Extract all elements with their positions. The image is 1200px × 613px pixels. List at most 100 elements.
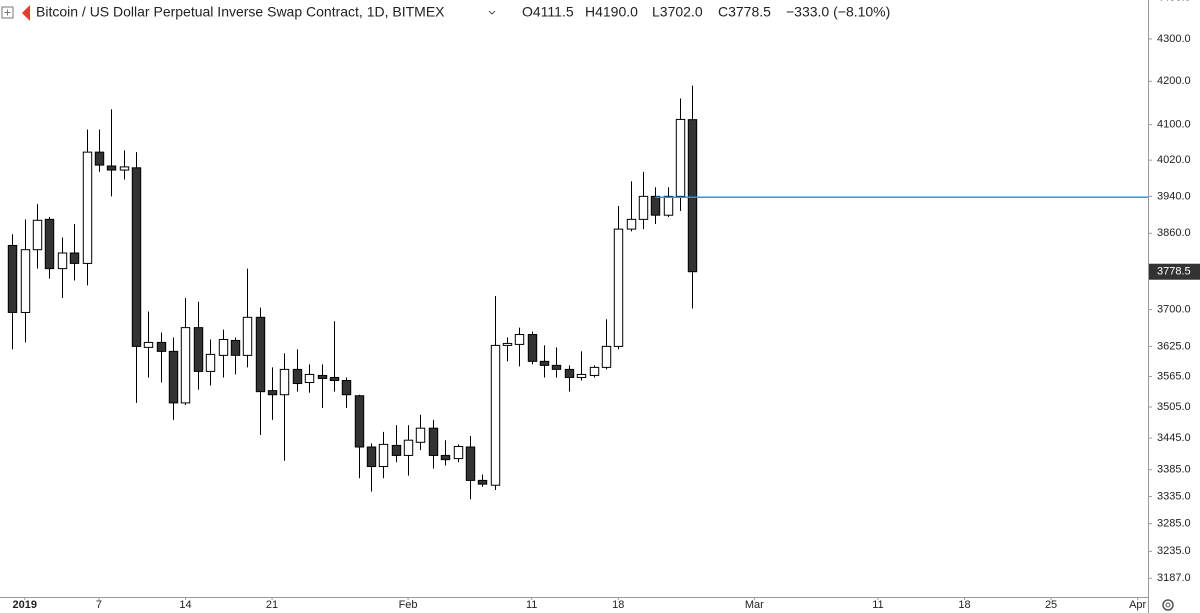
x-tick-label: 11 <box>526 599 537 611</box>
y-tick-label: 3235.0 <box>1157 545 1191 557</box>
candle-body <box>465 446 476 481</box>
candle-body <box>156 341 167 352</box>
x-tick-label: 21 <box>266 599 278 611</box>
x-tick-label: 7 <box>96 599 102 611</box>
dropdown-chevron[interactable] <box>488 10 496 15</box>
x-tick-label: 14 <box>179 599 191 611</box>
candle-body <box>131 167 142 347</box>
header: Bitcoin / US Dollar Perpetual Inverse Sw… <box>1 4 890 21</box>
candle-body <box>304 373 315 384</box>
candle-body <box>687 119 698 273</box>
ohlc-change: −333.0 (−8.10%) <box>786 4 890 20</box>
candle-body <box>341 379 352 396</box>
settings-icon[interactable] <box>1162 599 1174 611</box>
candle-body <box>279 368 290 396</box>
ohlc-high: H4190.0 <box>585 4 638 20</box>
candle-body <box>477 479 488 485</box>
candle-body <box>440 454 451 461</box>
ohlc-open: O4111.5 <box>522 4 574 20</box>
collapse-icon[interactable] <box>1 6 14 19</box>
candle-body <box>119 166 130 171</box>
candle-body <box>415 427 426 443</box>
candle-body <box>218 338 229 356</box>
candle-body <box>539 360 550 366</box>
y-tick-label: 3505.0 <box>1157 401 1191 413</box>
candle-body <box>69 252 80 264</box>
symbol-title[interactable]: Bitcoin / US Dollar Perpetual Inverse Sw… <box>36 4 445 20</box>
x-tick-label: Mar <box>745 599 764 611</box>
candle-body <box>32 219 43 251</box>
candle-body <box>514 334 525 345</box>
candle-body <box>564 368 575 378</box>
x-tick-label: Feb <box>399 599 418 611</box>
y-tick-label: 4100.0 <box>1157 119 1191 131</box>
candle-body <box>626 218 637 230</box>
y-tick-label: 4200.0 <box>1157 75 1191 87</box>
y-tick-label: 3565.0 <box>1157 370 1191 382</box>
y-tick-label: 4400.0 <box>1157 0 1191 3</box>
ohlc-close: C3778.5 <box>718 4 771 20</box>
candle-body <box>391 444 402 456</box>
y-tick-label: 4300.0 <box>1157 33 1191 45</box>
candle-body <box>527 334 538 362</box>
candle-body <box>551 364 562 370</box>
candle-body <box>255 316 266 393</box>
candle-body <box>329 376 340 381</box>
candle-body <box>502 342 513 346</box>
y-tick-label: 3700.0 <box>1157 303 1191 315</box>
exchange-logo <box>22 5 30 21</box>
candle-body <box>7 244 18 313</box>
y-tick-label: 3285.0 <box>1157 518 1191 530</box>
x-tick-label: 18 <box>612 599 624 611</box>
last-price-label: 3778.5 <box>1157 266 1191 278</box>
candle-body <box>44 218 55 270</box>
candle-body <box>663 195 674 216</box>
candle-body <box>378 443 389 468</box>
candle-body <box>638 195 649 220</box>
candle-body <box>242 316 253 356</box>
candle-body <box>230 339 241 356</box>
y-tick-label: 3445.0 <box>1157 432 1191 444</box>
candle-body <box>675 118 686 197</box>
plot-area <box>7 85 1148 500</box>
candle-body <box>57 252 68 270</box>
candle-body <box>576 373 587 378</box>
candle-body <box>589 366 600 376</box>
candle-body <box>453 445 464 460</box>
settings-icon[interactable] <box>1162 599 1174 611</box>
candle-body <box>82 151 93 264</box>
y-tick-label: 3625.0 <box>1157 340 1191 352</box>
x-tick-label: 25 <box>1045 599 1057 611</box>
last-price-box <box>1149 263 1200 280</box>
candle-body <box>267 390 278 396</box>
candle-body <box>168 350 179 404</box>
candle-body <box>143 341 154 348</box>
y-tick-label: 3860.0 <box>1157 227 1191 239</box>
ohlc-low: L3702.0 <box>652 4 703 20</box>
candle-body <box>94 151 105 166</box>
x-tick-label: 2019 <box>12 599 36 611</box>
candle-body <box>601 345 612 368</box>
candle-body <box>106 165 117 171</box>
candle-body <box>428 427 439 456</box>
x-tick-label: Apr <box>1129 599 1146 611</box>
candle-body <box>403 439 414 456</box>
y-tick-label: 3940.0 <box>1157 190 1191 202</box>
candle-body <box>20 249 31 313</box>
settings-icon <box>1165 602 1171 608</box>
candle-body <box>650 195 661 216</box>
candle-body <box>193 327 204 372</box>
candle-body <box>490 344 501 486</box>
candle-body <box>613 228 624 347</box>
x-tick-label: 11 <box>872 599 883 611</box>
x-tick-label: 18 <box>958 599 970 611</box>
y-tick-label: 3187.0 <box>1157 572 1191 584</box>
candle-body <box>292 368 303 385</box>
y-tick-label: 3335.0 <box>1157 490 1191 502</box>
y-tick-label: 3385.0 <box>1157 464 1191 476</box>
y-tick-label: 4020.0 <box>1157 154 1191 166</box>
candle-body <box>180 327 191 404</box>
candle-body <box>205 353 216 372</box>
candle-body <box>354 395 365 448</box>
